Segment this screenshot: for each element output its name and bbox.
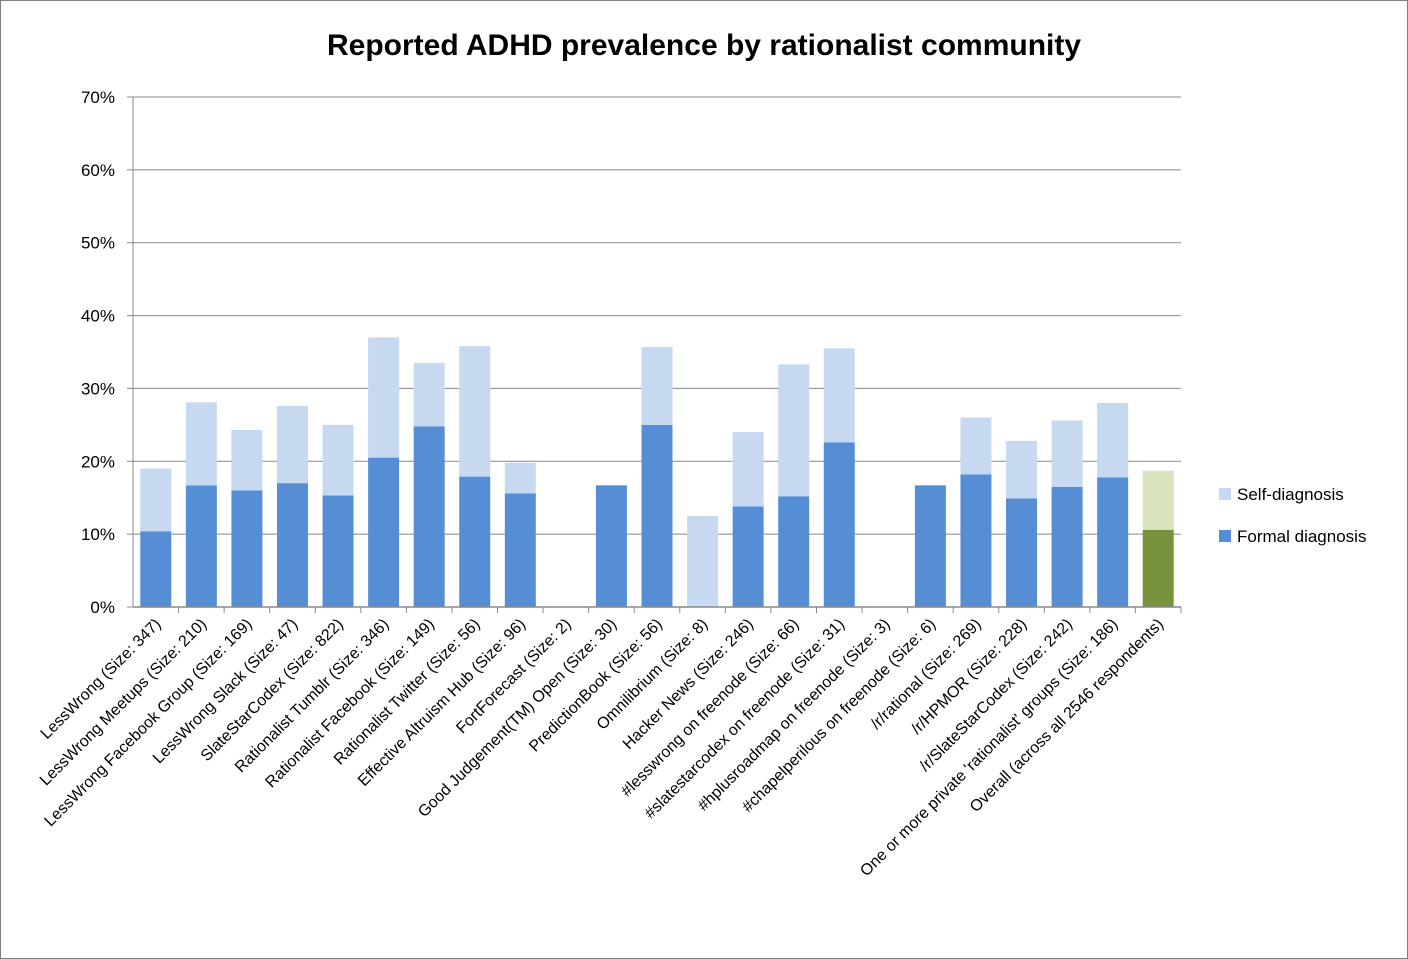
bar-formal-diagnosis — [322, 495, 354, 607]
y-tick-label: 0% — [90, 598, 115, 617]
y-tick-label: 40% — [81, 307, 115, 326]
y-tick-label: 20% — [81, 452, 115, 471]
y-tick-label: 50% — [81, 234, 115, 253]
bar-self-diagnosis — [960, 417, 992, 475]
bar-self-diagnosis — [1051, 420, 1083, 487]
bar-self-diagnosis — [413, 362, 445, 427]
bar-formal-diagnosis — [1097, 477, 1129, 607]
y-tick-label: 30% — [81, 379, 115, 398]
bar-self-diagnosis — [732, 432, 764, 507]
bar-self-diagnosis — [322, 424, 354, 496]
bar-self-diagnosis — [231, 429, 263, 491]
bar-formal-diagnosis — [960, 474, 992, 607]
y-tick-label: 10% — [81, 525, 115, 544]
bar-formal-diagnosis — [231, 490, 263, 607]
bar-self-diagnosis — [368, 337, 400, 458]
bar-self-diagnosis — [504, 462, 536, 494]
legend-swatch — [1219, 488, 1231, 500]
bar-formal-diagnosis — [413, 426, 445, 607]
bar-formal-diagnosis — [1142, 529, 1174, 607]
bar-formal-diagnosis — [276, 483, 308, 607]
bar-self-diagnosis — [687, 515, 719, 607]
bar-formal-diagnosis — [778, 496, 810, 607]
x-category-label: Rationalist Facebook (Size: 149) — [262, 616, 438, 792]
bar-self-diagnosis — [276, 405, 308, 484]
legend-label: Self-diagnosis — [1237, 485, 1344, 504]
bar-formal-diagnosis — [504, 493, 536, 607]
bar-self-diagnosis — [185, 402, 217, 486]
bar-formal-diagnosis — [1051, 486, 1083, 607]
bar-self-diagnosis — [140, 468, 172, 532]
bar-formal-diagnosis — [185, 485, 217, 607]
bar-formal-diagnosis — [368, 457, 400, 607]
y-tick-label: 60% — [81, 161, 115, 180]
bar-formal-diagnosis — [459, 476, 491, 607]
bar-self-diagnosis — [778, 364, 810, 497]
bar-self-diagnosis — [1097, 403, 1129, 478]
bar-formal-diagnosis — [140, 531, 172, 607]
x-category-label: Effective Altruism Hub (Size: 96) — [355, 616, 529, 790]
y-tick-label: 70% — [81, 88, 115, 107]
bar-self-diagnosis — [1006, 440, 1038, 499]
bar-self-diagnosis — [459, 346, 491, 477]
x-category-label: LessWrong Facebook Group (Size: 169) — [41, 616, 255, 830]
x-category-label: LessWrong Meetups (Size: 210) — [37, 616, 210, 789]
bar-self-diagnosis — [1142, 470, 1174, 530]
bar-formal-diagnosis — [1006, 498, 1038, 607]
chart-title: Reported ADHD prevalence by rationalist … — [326, 29, 1082, 62]
bar-formal-diagnosis — [641, 424, 673, 607]
bar-formal-diagnosis — [914, 485, 946, 607]
legend-swatch — [1219, 530, 1231, 542]
bar-formal-diagnosis — [732, 506, 764, 607]
bar-self-diagnosis — [823, 348, 855, 443]
bar-self-diagnosis — [641, 346, 673, 425]
bar-formal-diagnosis — [595, 485, 627, 607]
bar-formal-diagnosis — [823, 442, 855, 607]
legend-label: Formal diagnosis — [1237, 527, 1366, 546]
